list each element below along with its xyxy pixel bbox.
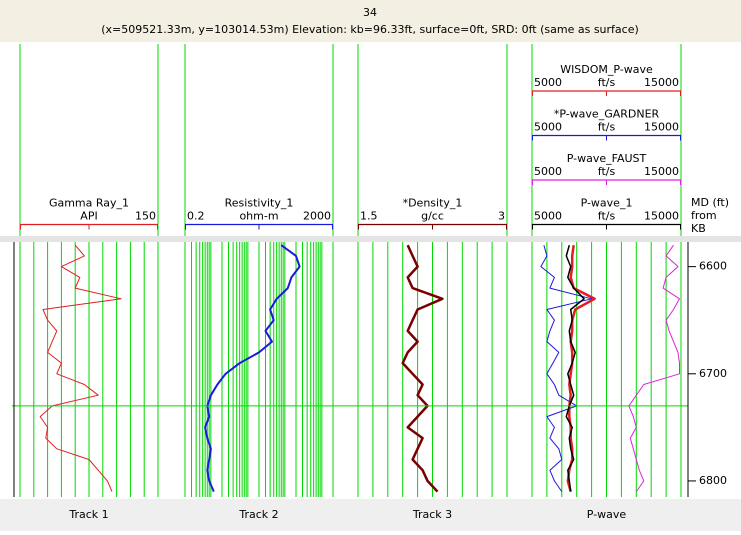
- scale-min: 1.5: [360, 210, 378, 223]
- tab-band: [0, 499, 741, 531]
- well-location: (x=509521.33m, y=103014.53m) Elevation: …: [101, 23, 639, 36]
- curve-name: P-wave_1: [581, 197, 633, 210]
- curve-name: *P-wave_GARDNER: [554, 108, 660, 121]
- curve-name: P-wave_FAUST: [567, 152, 647, 165]
- log-curve: [204, 244, 301, 492]
- y-tick-label: 6600: [699, 260, 727, 273]
- log-curve: [628, 244, 680, 492]
- scale-max: 3: [498, 210, 505, 223]
- header-band: [0, 0, 741, 42]
- well-id: 34: [363, 6, 377, 19]
- scale-min: 5000: [534, 210, 562, 223]
- log-curve: [39, 244, 122, 492]
- curve-name: Gamma Ray_1: [49, 197, 129, 210]
- y-tick-label: 6700: [699, 367, 727, 380]
- curve-unit: ft/s: [598, 121, 616, 134]
- curve-unit: ft/s: [598, 165, 616, 178]
- curve-unit: g/cc: [421, 210, 444, 223]
- curve-name: *Density_1: [403, 197, 463, 210]
- curve-unit: ft/s: [598, 76, 616, 89]
- track-tab[interactable]: Track 2: [238, 508, 278, 521]
- curve-unit: ohm-m: [239, 210, 278, 223]
- scale-max: 150: [135, 210, 156, 223]
- log-curve: [540, 245, 593, 492]
- track-tab[interactable]: Track 1: [68, 508, 108, 521]
- curve-unit: API: [80, 210, 97, 223]
- track-tab[interactable]: Track 3: [412, 508, 452, 521]
- track-tab[interactable]: P-wave: [587, 508, 627, 521]
- curve-name: Resistivity_1: [225, 197, 294, 210]
- separator: [0, 236, 741, 242]
- depth-axis-label: MD (ft): [691, 196, 729, 209]
- scale-max: 15000: [644, 76, 679, 89]
- scale-min: 5000: [534, 165, 562, 178]
- curve-unit: ft/s: [598, 210, 616, 223]
- scale-min: 0.2: [187, 210, 205, 223]
- scale-max: 15000: [644, 121, 679, 134]
- scale-max: 15000: [644, 210, 679, 223]
- scale-min: 5000: [534, 76, 562, 89]
- log-curve: [565, 244, 585, 492]
- depth-axis-label: KB: [691, 222, 706, 235]
- scale-max: 2000: [303, 210, 331, 223]
- log-curve: [401, 244, 444, 493]
- depth-axis-label: from: [691, 209, 717, 222]
- curve-name: WISDOM_P-wave: [560, 63, 653, 76]
- scale-min: 5000: [534, 121, 562, 134]
- y-tick-label: 6800: [699, 474, 727, 487]
- scale-max: 15000: [644, 165, 679, 178]
